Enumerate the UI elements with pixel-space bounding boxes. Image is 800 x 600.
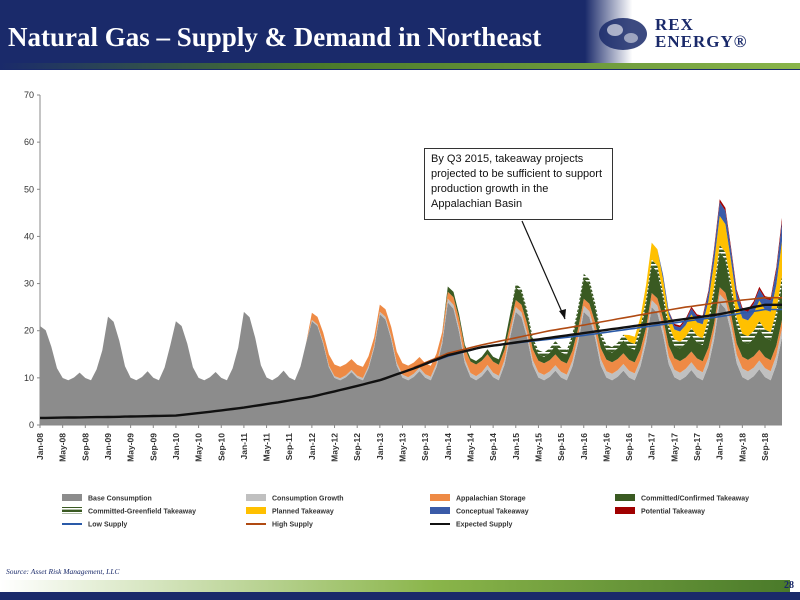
y-tick-label: 60 <box>24 137 34 147</box>
stacked-areas <box>40 199 782 425</box>
legend-label: High Supply <box>272 522 313 529</box>
legend-swatch <box>62 507 82 514</box>
supply-lines <box>40 296 782 420</box>
page-title: Natural Gas – Supply & Demand in Northea… <box>8 22 542 52</box>
x-tick-label: May-09 <box>126 433 136 462</box>
x-tick-label: Sep-13 <box>420 433 430 461</box>
x-tick-label: Sep-10 <box>216 433 226 461</box>
x-tick-label: Sep-08 <box>80 433 90 461</box>
y-tick-label: 20 <box>24 326 34 336</box>
logo-line-2: ENERGY® <box>655 32 748 51</box>
legend-swatch <box>62 494 82 501</box>
y-tick-label: 70 <box>24 90 34 100</box>
x-tick-label: Sep-12 <box>352 433 362 461</box>
x-tick-label: Sep-18 <box>760 433 770 461</box>
x-tick-label: Jan-13 <box>375 433 385 460</box>
x-tick-label: Jan-17 <box>647 433 657 460</box>
x-tick-label: Sep-09 <box>148 433 158 461</box>
legend-label: Low Supply <box>88 522 127 529</box>
line-expected-supply <box>40 303 782 420</box>
legend-swatch <box>246 494 266 501</box>
x-tick-label: Jan-16 <box>579 433 589 460</box>
x-tick-label: May-08 <box>58 433 68 462</box>
legend-swatch <box>615 507 635 514</box>
x-tick-label: May-12 <box>330 433 340 462</box>
legend-label: Planned Takeaway <box>272 509 334 516</box>
x-tick-label: Jan-10 <box>171 433 181 460</box>
logo-text: REX ENERGY® <box>655 16 747 50</box>
y-tick-label: 30 <box>24 279 34 289</box>
legend-swatch <box>246 507 266 514</box>
chart-legend: Base Consumption Consumption Growth Appala… <box>62 494 749 529</box>
company-logo: REX ENERGY® <box>585 0 800 66</box>
header-banner: Natural Gas – Supply & Demand in Northea… <box>0 0 800 70</box>
line-high-supply <box>413 296 782 369</box>
y-tick-label: 50 <box>24 184 34 194</box>
x-tick-label: May-15 <box>533 433 543 462</box>
y-axis: 0 10 20 30 40 50 60 70 <box>24 90 41 430</box>
supply-demand-chart: 0 10 20 30 40 50 60 70 Jan-08 May-08 Sep-08 Jan-09… <box>24 90 782 529</box>
annotation-callout: By Q3 2015, takeaway projects projected … <box>424 148 613 220</box>
logo-line-1: REX <box>655 15 694 34</box>
legend-label: Expected Supply <box>456 522 513 529</box>
header-accent-bar <box>0 63 800 69</box>
x-tick-label: May-18 <box>737 433 747 462</box>
x-tick-label: Sep-14 <box>488 433 498 461</box>
page-number: 28 <box>784 580 794 591</box>
legend-label: Potential Takeaway <box>641 509 705 516</box>
x-tick-label: Jan-12 <box>307 433 317 460</box>
x-tick-label: Jan-14 <box>443 433 453 460</box>
source-note: Source: Asset Risk Management, LLC <box>6 567 120 576</box>
legend-label: Committed/Confirmed Takeaway <box>641 496 749 503</box>
legend-label: Conceptual Takeaway <box>456 509 529 516</box>
area-base-consumption <box>40 302 782 425</box>
x-tick-label: May-16 <box>601 433 611 462</box>
x-tick-label: Jan-15 <box>511 433 521 460</box>
x-tick-label: May-11 <box>262 433 272 462</box>
annotation-arrow <box>521 220 566 320</box>
legend-label: Consumption Growth <box>272 496 344 503</box>
x-tick-label: May-13 <box>398 433 408 462</box>
footer-accent-bar <box>0 580 790 592</box>
x-tick-label: Jan-08 <box>35 433 45 460</box>
x-tick-label: Jan-09 <box>103 433 113 460</box>
x-tick-label: Sep-15 <box>556 433 566 461</box>
annotation-arrow-head <box>559 309 566 319</box>
y-tick-label: 40 <box>24 231 34 241</box>
legend-label: Committed-Greenfield Takeaway <box>88 509 196 516</box>
legend-swatch <box>615 494 635 501</box>
x-tick-label: May-14 <box>465 433 475 462</box>
x-tick-label: Sep-11 <box>284 433 294 461</box>
legend-label: Base Consumption <box>88 496 152 503</box>
x-tick-label: May-17 <box>669 433 679 462</box>
y-tick-label: 0 <box>29 420 34 430</box>
y-tick-label: 10 <box>24 373 34 383</box>
x-tick-label: Jan-11 <box>239 433 249 460</box>
x-tick-label: Sep-16 <box>624 433 634 461</box>
x-axis: Jan-08 May-08 Sep-08 Jan-09 May-09 Sep-09 Jan-… <box>35 424 782 462</box>
x-tick-label: Sep-17 <box>692 433 702 461</box>
footer-blue-bar <box>0 592 800 600</box>
legend-swatch <box>430 494 450 501</box>
x-tick-label: May-10 <box>194 433 204 462</box>
logo-emblem-icon <box>599 18 647 50</box>
x-tick-label: Jan-18 <box>715 433 725 460</box>
legend-swatch <box>430 507 450 514</box>
legend-label: Appalachian Storage <box>456 496 526 503</box>
